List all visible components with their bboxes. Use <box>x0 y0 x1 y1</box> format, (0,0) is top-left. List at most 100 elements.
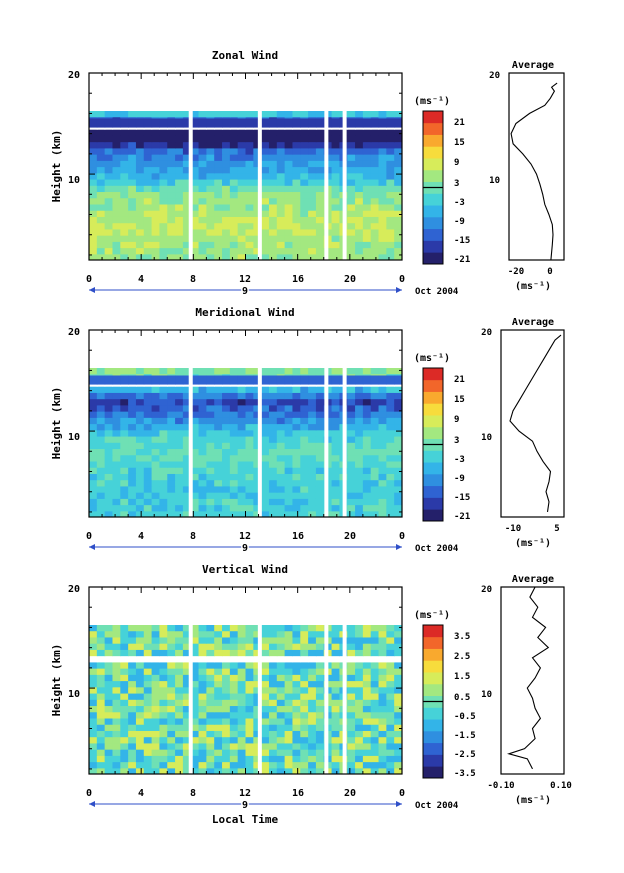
heatmap-cell <box>159 680 168 688</box>
heatmap-cell <box>300 375 309 385</box>
heatmap-cell <box>347 197 356 205</box>
heatmap-cell <box>347 636 356 644</box>
heatmap-cell <box>362 361 372 368</box>
heatmap-cell <box>386 228 395 236</box>
heatmap-cell <box>300 504 309 512</box>
heatmap-cell <box>198 342 207 350</box>
heatmap-cell <box>245 479 254 487</box>
heatmap-cell <box>120 717 129 725</box>
heatmap-cell <box>143 429 153 437</box>
heatmap-cell <box>253 235 262 242</box>
heatmap-cell <box>261 630 270 638</box>
profile-y-tick: 20 <box>481 585 492 595</box>
heatmap-cell <box>331 618 340 625</box>
heatmap-cell <box>198 467 207 474</box>
heatmap-cell <box>135 649 145 657</box>
heatmap-cell <box>276 680 286 688</box>
heatmap-cell <box>308 636 317 644</box>
x-tick-label: 20 <box>344 531 356 542</box>
colorbar-swatch <box>423 205 443 218</box>
heatmap-cell <box>159 235 168 242</box>
heatmap-cell <box>104 429 114 437</box>
heatmap-cell <box>135 118 145 128</box>
heatmap-cell <box>386 129 395 136</box>
heatmap-cell <box>128 730 137 738</box>
heatmap-cell <box>120 587 129 594</box>
x-tick-label: 4 <box>138 788 144 799</box>
heatmap-cell <box>386 398 395 406</box>
heatmap-cell <box>362 135 372 143</box>
heatmap-cell <box>214 147 223 155</box>
heatmap-cell <box>308 429 317 437</box>
heatmap-cell <box>128 330 137 337</box>
heatmap-cell <box>370 587 380 594</box>
heatmap-cell <box>284 222 294 230</box>
heatmap-cell <box>284 178 294 186</box>
heatmap-cell <box>315 110 325 118</box>
heatmap-cell <box>135 630 145 638</box>
heatmap-cell <box>89 73 98 80</box>
heatmap-cell <box>245 386 254 393</box>
heatmap-cell <box>308 197 317 205</box>
heatmap-cell <box>182 330 192 337</box>
heatmap-cell <box>315 742 325 750</box>
heatmap-cell <box>206 235 215 242</box>
heatmap-cell <box>151 479 161 487</box>
heatmap-cell <box>370 154 380 161</box>
heatmap-cell <box>206 587 215 594</box>
heatmap-cell <box>222 510 231 517</box>
heatmap-cell <box>292 485 301 493</box>
heatmap-cell <box>229 655 239 663</box>
heatmap-cell <box>143 643 153 650</box>
heatmap-cell <box>300 235 309 242</box>
heatmap-cell <box>394 674 402 682</box>
heatmap-cell <box>151 203 161 211</box>
heatmap-cell <box>261 636 270 644</box>
heatmap-cell <box>355 448 364 456</box>
heatmap-cell <box>167 599 176 607</box>
heatmap-cell <box>120 354 129 362</box>
heatmap-cell <box>362 129 372 136</box>
heatmap-cell <box>89 404 98 412</box>
heatmap-cell <box>237 749 247 756</box>
heatmap-cell <box>135 160 145 168</box>
heatmap-cell <box>135 135 145 143</box>
heatmap-cell <box>355 228 364 236</box>
heatmap-cell <box>190 655 200 663</box>
heatmap-cell <box>198 172 207 180</box>
heatmap-cell <box>128 253 137 260</box>
heatmap-cell <box>222 361 231 368</box>
heatmap-cell <box>175 104 184 111</box>
heatmap-cell <box>128 172 137 180</box>
heatmap-cell <box>292 118 301 128</box>
heatmap-cell <box>394 636 402 644</box>
heatmap-cell <box>159 492 168 499</box>
heatmap-cell <box>229 730 239 738</box>
heatmap-cell <box>245 203 254 211</box>
heatmap-cell <box>112 178 121 186</box>
heatmap-cell <box>378 473 387 481</box>
heatmap-cell <box>120 674 129 682</box>
heatmap-cell <box>190 498 200 506</box>
heatmap-cell <box>175 498 184 506</box>
heatmap-cell <box>276 386 286 393</box>
heatmap-cell <box>128 504 137 512</box>
heatmap-cell <box>300 423 309 431</box>
heatmap-cell <box>175 699 184 707</box>
heatmap-cell <box>315 692 325 700</box>
heatmap-cell <box>112 636 121 644</box>
heatmap-cell <box>104 342 114 350</box>
heatmap-cell <box>206 210 215 217</box>
heatmap-cell <box>167 767 176 774</box>
heatmap-cell <box>362 699 372 707</box>
heatmap-cell <box>167 73 176 80</box>
heatmap-cell <box>112 593 121 601</box>
heatmap-cell <box>104 97 114 105</box>
heatmap-cell <box>135 636 145 644</box>
heatmap-cell <box>386 442 395 450</box>
profile-title: Average <box>512 60 554 71</box>
heatmap-cell <box>104 147 114 155</box>
heatmap-cell <box>331 129 340 136</box>
heatmap-cell <box>190 485 200 493</box>
heatmap-cell <box>135 435 145 443</box>
